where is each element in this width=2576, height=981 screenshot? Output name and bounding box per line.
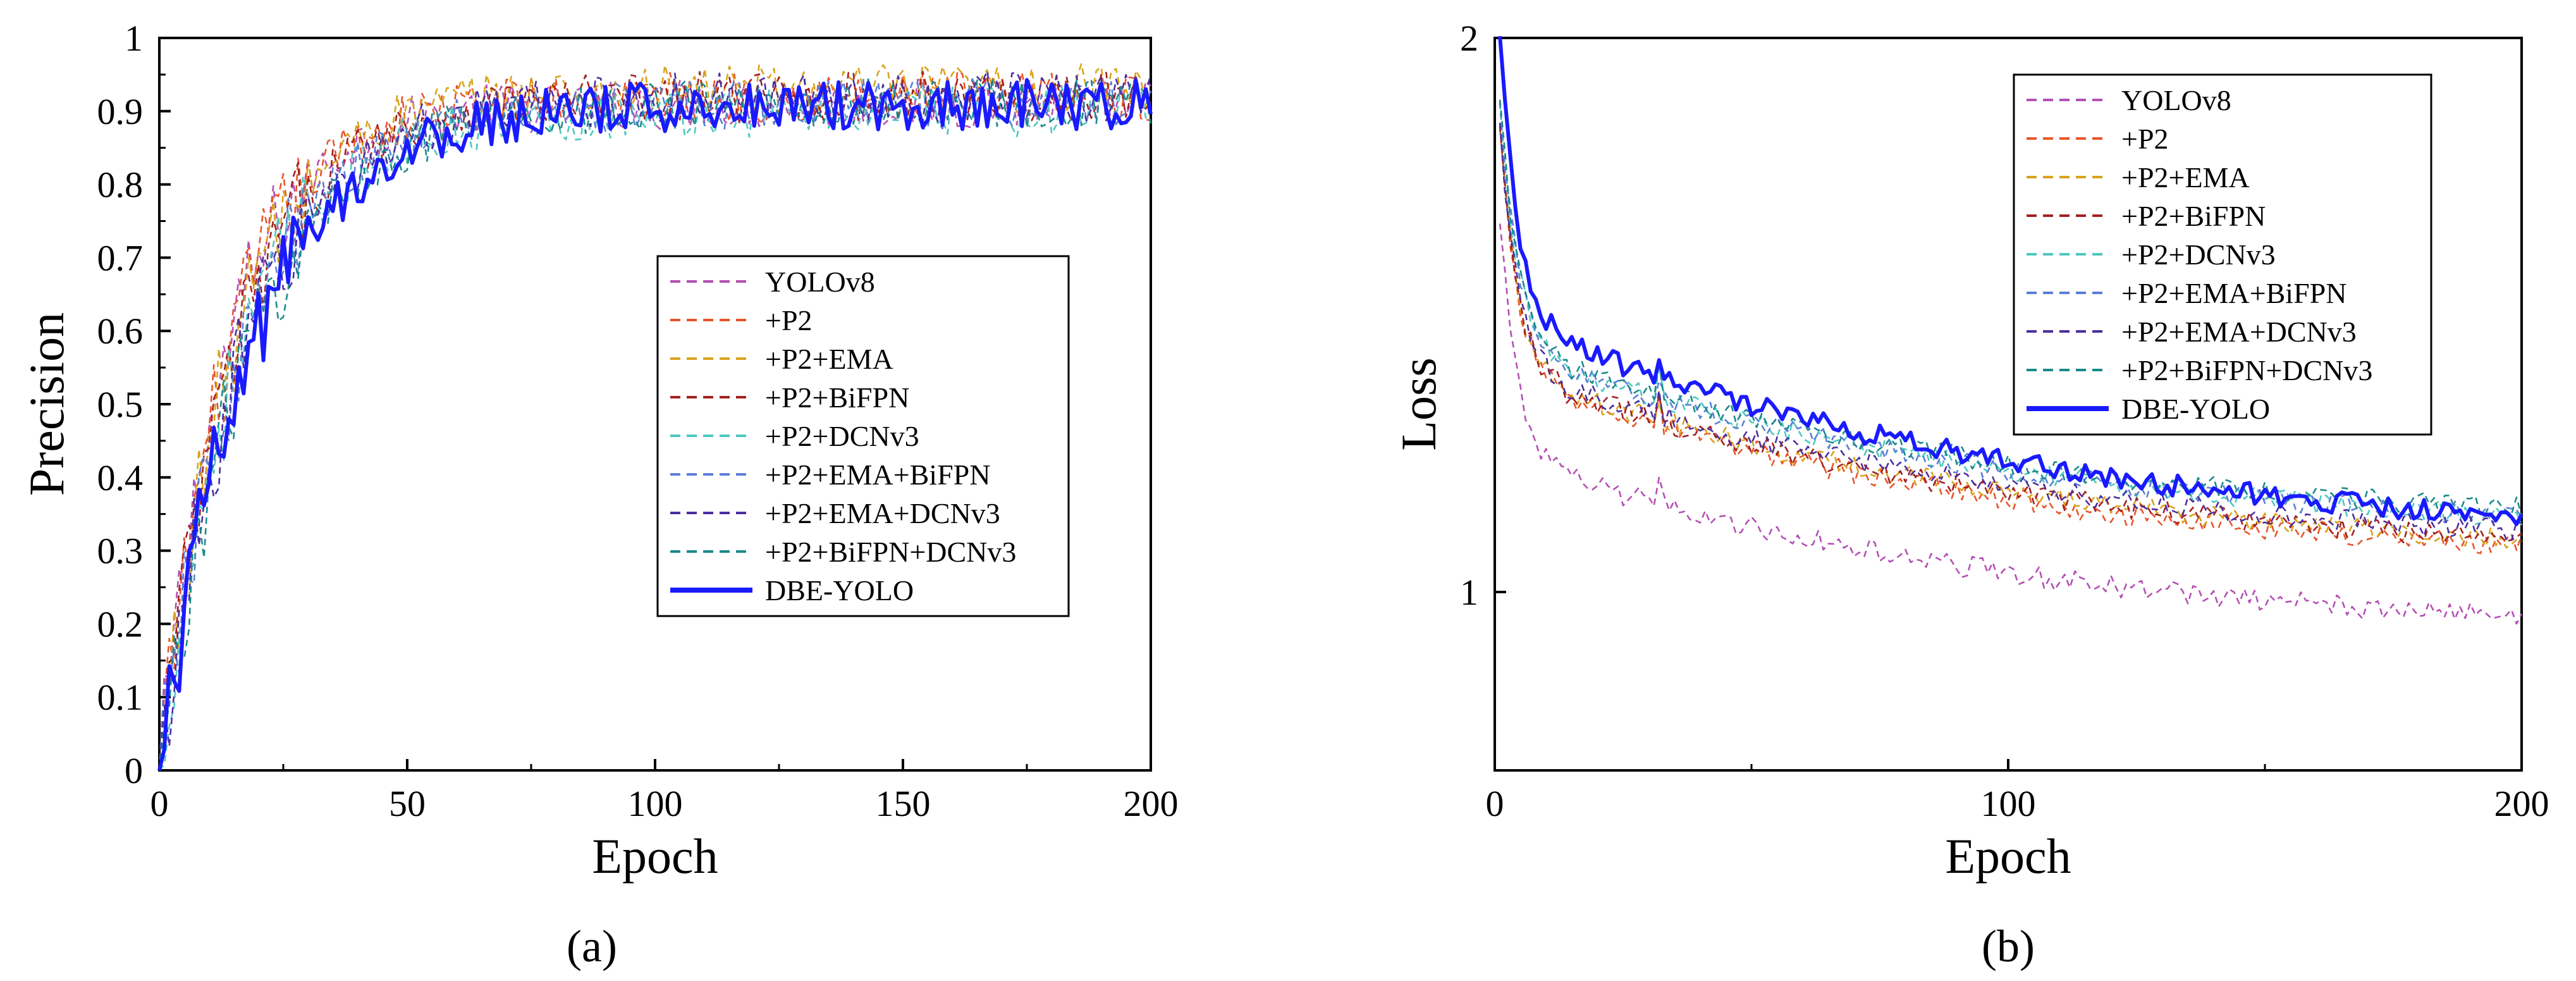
loss-y-tick-label: 1 [1460, 572, 1478, 613]
precision-legend-label: DBE-YOLO [765, 574, 914, 607]
precision-x-tick-label: 150 [876, 783, 931, 824]
precision-y-tick-label: 0.8 [97, 164, 144, 206]
precision-x-tick-label: 0 [150, 783, 169, 824]
precision-y-tick-label: 0.4 [97, 457, 144, 498]
panel-label-b: (b) [1982, 921, 2035, 972]
precision-legend: YOLOv8 +P2 +P2+EMA +P2+BiFPN +P2+DCNv3 +P2+EM… [656, 255, 1070, 617]
loss-legend-label: +P2 [2121, 123, 2169, 155]
precision-y-tick-label: 0 [125, 750, 143, 791]
loss-legend-label: +P2+DCNv3 [2121, 238, 2276, 271]
precision-legend-label: YOLOv8 [765, 266, 875, 298]
loss-series-line [1499, 126, 2522, 543]
loss-x-tick-label: 0 [1486, 783, 1504, 824]
loss-y-tick-label: 2 [1460, 18, 1478, 59]
precision-legend-label: +P2+EMA+BiFPN [765, 459, 990, 491]
precision-x-tick-label: 100 [628, 783, 683, 824]
loss-legend-label: +P2+BiFPN [2121, 200, 2266, 232]
loss-legend-label: +P2+BiFPN+DCNv3 [2121, 354, 2372, 386]
loss-legend-label: YOLOv8 [2121, 84, 2231, 116]
precision-series-line [158, 78, 1152, 771]
loss-tick-labels: 0 100 200 1 2 [1460, 18, 2549, 824]
loss-chart: 0 100 200 1 2 Epoch Loss (b) YOLOv8 +P2 +P2+EM… [1391, 18, 2549, 972]
precision-y-axis-title: Precision [19, 312, 74, 496]
precision-y-tick-label: 0.5 [97, 384, 144, 425]
precision-legend-label: +P2+BiFPN [765, 381, 909, 414]
loss-x-tick-label: 100 [1981, 783, 2036, 824]
loss-series-line [1498, 35, 2524, 526]
precision-y-tick-label: 1 [125, 18, 143, 59]
loss-x-axis-title: Epoch [1945, 829, 2071, 884]
precision-series-line [158, 70, 1151, 771]
precision-legend-label: +P2 [765, 304, 813, 336]
loss-series-line [1499, 128, 2523, 555]
precision-x-tick-label: 200 [1124, 783, 1179, 824]
loss-legend-label: DBE-YOLO [2121, 393, 2270, 425]
loss-series-line [1499, 122, 2522, 542]
precision-legend-label: +P2+BiFPN+DCNv3 [765, 536, 1016, 568]
precision-y-tick-label: 0.3 [97, 531, 144, 572]
precision-legend-label: +P2+EMA+DCNv3 [765, 497, 1000, 529]
precision-series-line [157, 78, 1153, 771]
precision-series-line [158, 63, 1151, 771]
precision-chart: 0 50 100 150 200 0 0.1 0.2 0.3 0.4 0.5 0.6 0.7 0.8 0.9… [19, 18, 1179, 972]
precision-legend-label: +P2+EMA [765, 343, 893, 375]
precision-legend-label: +P2+DCNv3 [765, 420, 919, 452]
precision-y-tick-label: 0.6 [97, 311, 144, 352]
loss-y-axis-title: Loss [1391, 357, 1446, 450]
loss-legend-label: +P2+EMA [2121, 161, 2250, 194]
loss-series-lines [1498, 35, 2524, 625]
loss-legend: YOLOv8 +P2 +P2+EMA +P2+BiFPN +P2+DCNv3 +P2+EM… [2013, 73, 2432, 436]
loss-series-line [1499, 126, 2522, 549]
loss-x-tick-label: 200 [2494, 783, 2549, 824]
precision-series-line [158, 70, 1152, 771]
loss-legend-label: +P2+EMA+DCNv3 [2121, 316, 2357, 348]
panel-label-a: (a) [567, 921, 617, 972]
precision-x-axis-title: Epoch [592, 829, 718, 884]
loss-legend-label: +P2+EMA+BiFPN [2121, 277, 2346, 309]
precision-series-lines [157, 63, 1153, 771]
precision-y-tick-label: 0.7 [97, 237, 144, 278]
precision-y-tick-label: 0.2 [97, 603, 144, 645]
precision-y-tick-label: 0.1 [97, 677, 144, 718]
loss-series-line [1499, 102, 2523, 524]
precision-tick-labels: 0 50 100 150 200 0 0.1 0.2 0.3 0.4 0.5 0.6 0.7 0.8 0.9… [97, 18, 1179, 824]
precision-y-tick-label: 0.9 [97, 91, 144, 132]
loss-series-line [1499, 223, 2523, 625]
precision-x-tick-label: 50 [389, 783, 426, 824]
